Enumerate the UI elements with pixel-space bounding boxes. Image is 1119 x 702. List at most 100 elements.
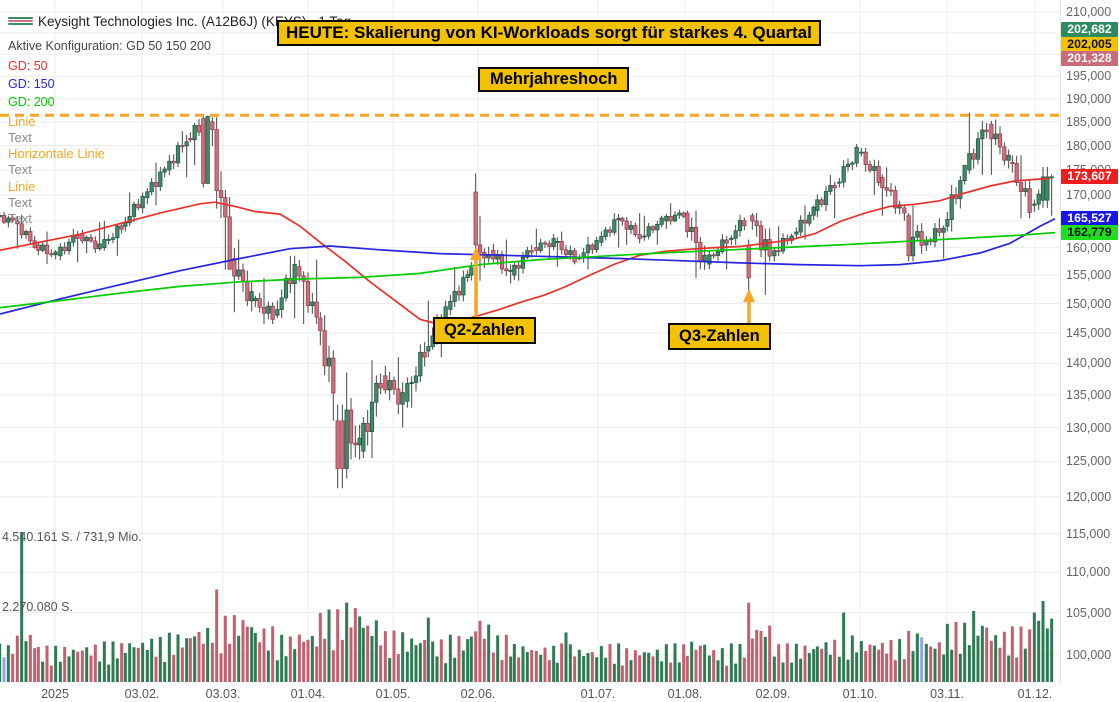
volume-bar bbox=[396, 654, 400, 682]
volume-bar bbox=[729, 643, 733, 682]
bull-candle bbox=[811, 206, 816, 216]
bull-candle bbox=[192, 125, 197, 141]
volume-bar bbox=[167, 632, 171, 682]
bear-candle bbox=[884, 187, 889, 191]
q3-earnings-label[interactable]: Q3-Zahlen bbox=[668, 323, 771, 350]
volume-bar bbox=[920, 637, 924, 682]
volume-bar bbox=[176, 634, 180, 682]
drawing-object-text-2[interactable]: Text bbox=[8, 162, 32, 177]
volume-bar bbox=[361, 627, 365, 682]
bear-candle bbox=[547, 243, 552, 247]
volume-bar bbox=[799, 658, 803, 682]
bear-candle bbox=[218, 190, 224, 198]
volume-bar bbox=[880, 642, 884, 682]
news-banner[interactable]: HEUTE: Skalierung von KI-Workloads sorgt… bbox=[277, 20, 821, 46]
volume-bar bbox=[664, 644, 668, 682]
bull-candle bbox=[110, 237, 116, 240]
volume-bar bbox=[994, 635, 998, 682]
bull-candle bbox=[603, 229, 608, 237]
volume-bar bbox=[651, 656, 655, 682]
bull-candle bbox=[426, 346, 431, 352]
volume-bar bbox=[543, 647, 547, 682]
bear-candle bbox=[754, 220, 759, 227]
q3-arrow-head[interactable] bbox=[743, 289, 755, 302]
volume-bar bbox=[80, 650, 84, 682]
bull-candle bbox=[374, 382, 379, 403]
date-axis-label: 03.11. bbox=[930, 687, 964, 701]
volume-bar bbox=[985, 627, 989, 682]
volume-bar bbox=[228, 643, 232, 682]
drawing-object-line-1[interactable]: Linie bbox=[8, 114, 36, 129]
bull-candle bbox=[249, 291, 254, 302]
price-axis-label: 100,000 bbox=[1066, 647, 1112, 662]
bear-candle bbox=[378, 382, 383, 389]
volume-bar bbox=[405, 651, 409, 682]
volume-bar bbox=[188, 638, 192, 682]
volume-bar bbox=[716, 660, 720, 682]
bull-candle bbox=[413, 375, 419, 383]
drawing-object-text-1[interactable]: Text bbox=[8, 130, 32, 145]
volume-bar bbox=[747, 602, 751, 682]
volume-bar bbox=[388, 658, 392, 682]
bear-candle bbox=[88, 237, 94, 242]
volume-bar bbox=[1041, 601, 1045, 682]
q2-earnings-label[interactable]: Q2-Zahlen bbox=[433, 317, 536, 344]
date-axis-label: 01.10. bbox=[842, 687, 878, 701]
volume-bar bbox=[28, 634, 32, 682]
volume-bar bbox=[1002, 631, 1006, 682]
volume-bar bbox=[123, 652, 127, 682]
volume-bar bbox=[49, 665, 53, 682]
volume-bar bbox=[93, 644, 97, 682]
bull-candle bbox=[292, 263, 297, 285]
bull-candle bbox=[585, 244, 591, 254]
volume-bar bbox=[989, 640, 993, 682]
volume-bar bbox=[141, 642, 145, 682]
bear-candle bbox=[62, 246, 67, 252]
bear-candle bbox=[668, 215, 673, 222]
bull-candle bbox=[184, 141, 189, 147]
volume-bar bbox=[469, 636, 473, 682]
bull-candle bbox=[6, 217, 11, 223]
volume-bar bbox=[547, 660, 551, 682]
instrument-title: Keysight Technologies Inc. (A12B6J) (KEY… bbox=[38, 14, 352, 29]
bear-candle bbox=[456, 291, 462, 296]
bear-candle bbox=[331, 357, 336, 394]
volume-bar bbox=[712, 650, 716, 682]
bull-candle bbox=[140, 195, 145, 209]
drawing-object-horizontal-line[interactable]: Horizontale Linie bbox=[8, 146, 105, 161]
volume-bar bbox=[58, 661, 62, 682]
bear-candle bbox=[214, 129, 219, 192]
multi-year-high-label[interactable]: Mehrjahreshoch bbox=[478, 67, 630, 92]
volume-bar bbox=[750, 638, 754, 682]
volume-bar bbox=[253, 632, 257, 682]
volume-bar bbox=[262, 628, 266, 682]
bear-candle bbox=[1027, 188, 1032, 213]
volume-bar bbox=[1045, 628, 1049, 682]
bear-candle bbox=[288, 278, 293, 285]
volume-bar bbox=[555, 662, 559, 682]
drawing-object-text-3[interactable]: Text bbox=[8, 195, 32, 210]
date-axis-label: 01.08. bbox=[667, 687, 703, 701]
bear-candle bbox=[383, 375, 388, 391]
date-axis-label: 02.06. bbox=[460, 687, 496, 701]
bear-candle bbox=[971, 153, 976, 160]
volume-bar bbox=[120, 643, 124, 682]
volume-bar bbox=[280, 634, 284, 682]
drawing-object-line-2[interactable]: Linie bbox=[8, 179, 36, 194]
volume-bar bbox=[284, 656, 288, 682]
q2-arrow-head[interactable] bbox=[470, 247, 482, 260]
volume-bar bbox=[742, 657, 746, 682]
bull-candle bbox=[958, 180, 963, 200]
bull-candle bbox=[58, 246, 63, 257]
bear-candle bbox=[504, 268, 509, 272]
drawing-object-text-4[interactable]: Text bbox=[8, 211, 32, 226]
bear-candle bbox=[153, 182, 159, 187]
volume-bar bbox=[180, 647, 184, 682]
volume-bar bbox=[855, 652, 859, 682]
bear-candle bbox=[44, 244, 50, 255]
bull-candle bbox=[568, 250, 573, 255]
volume-bar bbox=[620, 665, 624, 682]
volume-bar bbox=[720, 648, 724, 682]
volume-bar bbox=[201, 643, 205, 682]
